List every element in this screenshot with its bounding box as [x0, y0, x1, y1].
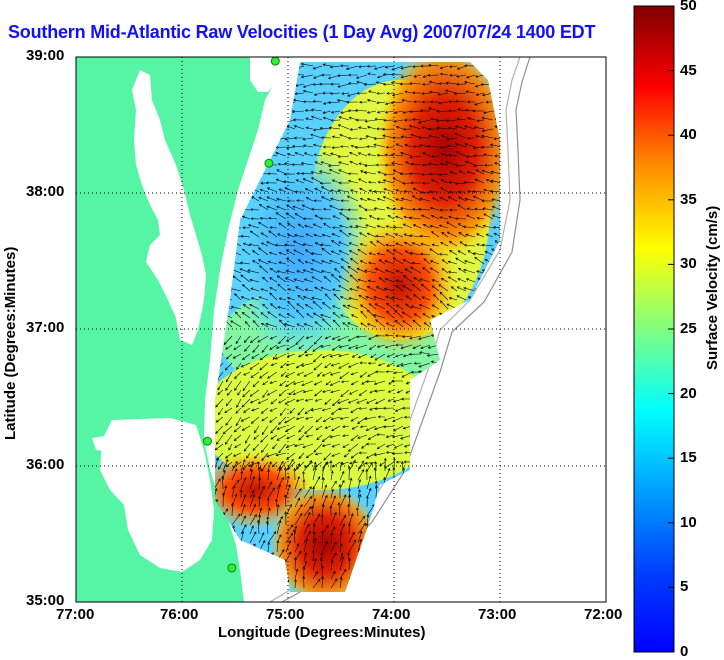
y-tick-39: 39:00: [26, 47, 64, 64]
x-tick-76: 76:00: [160, 606, 198, 623]
colorbar-tick-label: 0: [680, 643, 688, 660]
colorbar-tick-label: 40: [680, 126, 697, 143]
colorbar-tick-label: 10: [680, 514, 697, 531]
y-tick-36: 36:00: [26, 456, 64, 473]
x-tick-72: 72:00: [584, 606, 622, 623]
station-marker: [228, 564, 236, 572]
colorbar-tick-label: 30: [680, 255, 697, 272]
y-tick-38: 38:00: [26, 183, 64, 200]
x-tick-74: 74:00: [372, 606, 410, 623]
station-marker: [271, 57, 279, 65]
y-axis-label: Latitude (Degrees:Minutes): [2, 247, 19, 440]
x-axis-label: Longitude (Degrees:Minutes): [218, 624, 426, 641]
x-tick-73: 73:00: [478, 606, 516, 623]
station-marker: [265, 159, 273, 167]
station-marker: [203, 437, 211, 445]
colorbar-tick-label: 25: [680, 320, 697, 337]
colorbar-tick-label: 35: [680, 191, 697, 208]
colorbar-tick-label: 5: [680, 578, 688, 595]
chart-title: Southern Mid-Atlantic Raw Velocities (1 …: [8, 22, 595, 43]
colorbar-tick-label: 15: [680, 449, 697, 466]
y-tick-37: 37:00: [26, 319, 64, 336]
colorbar-tick-label: 20: [680, 385, 697, 402]
x-tick-77: 77:00: [56, 606, 94, 623]
colorbar-label: Surface Velocity (cm/s): [704, 206, 721, 370]
colorbar-tick-label: 45: [680, 62, 697, 79]
colorbar-tick-label: 50: [680, 0, 697, 14]
x-tick-75: 75:00: [266, 606, 304, 623]
